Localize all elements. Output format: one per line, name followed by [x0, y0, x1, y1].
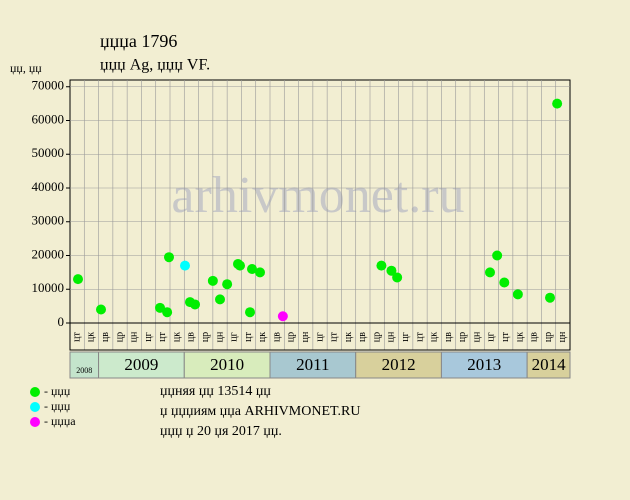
data-point: [235, 260, 245, 271]
month-label: цв: [443, 332, 454, 342]
data-point: [255, 267, 265, 278]
data-point: [190, 299, 200, 310]
year-box: [440, 351, 528, 379]
month-label: цр: [543, 332, 554, 342]
note: џџняя џџ 13514 џџ: [160, 384, 271, 399]
month-label: цт: [414, 332, 425, 342]
y-tick-label: 20000: [32, 246, 65, 261]
year-label: 2010: [210, 355, 244, 374]
month-label: цг: [229, 332, 240, 341]
month-label: цн: [471, 331, 482, 342]
month-label: цк: [429, 332, 440, 342]
year-label: 2013: [467, 355, 501, 374]
data-point: [376, 260, 387, 271]
data-point: [207, 275, 218, 286]
y-axis-label: џџ, џџ: [10, 61, 42, 75]
watermark: arhivmonet.ru: [171, 167, 464, 224]
year-box: [98, 351, 185, 379]
month-label: цр: [114, 332, 125, 342]
year-label: 2009: [124, 355, 158, 374]
month-label: цн: [214, 331, 225, 342]
legend-label: - џџџ: [44, 384, 71, 398]
month-label: цт: [500, 332, 511, 342]
month-label: цк: [257, 332, 268, 342]
data-point: [222, 279, 233, 290]
data-point: [485, 267, 495, 278]
year-label: 2008: [76, 366, 92, 375]
month-label: цр: [286, 332, 297, 342]
data-point: [164, 252, 174, 263]
y-tick-label: 40000: [32, 179, 65, 194]
data-point: [492, 250, 503, 261]
note: џ џџџиям џџа ARHIVMONET.RU: [160, 404, 360, 419]
month-label: цт: [157, 332, 168, 342]
data-point: [162, 307, 173, 318]
data-point: [155, 302, 165, 313]
data-point: [552, 98, 563, 109]
month-label: цв: [357, 332, 368, 342]
note: џџџ џ 20 џя 2017 џџ.: [160, 424, 282, 439]
year-box: [526, 351, 571, 379]
data-point: [247, 264, 257, 274]
month-label: цг: [314, 332, 325, 341]
data-point: [96, 304, 106, 315]
month-label: цг: [400, 332, 411, 341]
data-point: [499, 277, 510, 288]
data-point: [215, 294, 225, 305]
month-label: цр: [200, 332, 211, 342]
month-label: цн: [386, 331, 397, 342]
month-label: цг: [486, 332, 497, 341]
y-tick-label: 30000: [32, 213, 65, 228]
data-point: [180, 260, 190, 271]
month-label: цв: [529, 332, 540, 342]
month-label: цт: [243, 332, 254, 342]
month-label: цк: [86, 332, 97, 342]
year-box: [69, 351, 100, 379]
legend-label: - џџџа: [44, 414, 76, 428]
data-point: [545, 292, 555, 303]
month-label: цв: [271, 332, 282, 342]
month-label: цн: [129, 331, 140, 342]
year-box: [355, 351, 442, 379]
y-tick-label: 10000: [32, 280, 65, 295]
legend-marker: [30, 417, 40, 427]
month-label: цр: [457, 332, 468, 342]
y-tick-label: 60000: [32, 111, 65, 126]
y-tick-label: 0: [58, 314, 65, 329]
month-label: цв: [100, 332, 111, 342]
data-point: [73, 274, 83, 285]
month-label: цн: [300, 331, 311, 342]
data-point: [277, 311, 288, 322]
legend-marker: [30, 387, 40, 397]
data-point: [512, 289, 523, 300]
year-box: [269, 351, 357, 379]
y-tick-label: 70000: [32, 78, 65, 93]
year-label: 2012: [382, 355, 416, 374]
data-point: [386, 265, 397, 276]
month-label: цг: [143, 332, 154, 341]
month-label: цн: [557, 331, 568, 342]
legend-label: - џџџ: [44, 399, 71, 413]
data-point: [245, 307, 255, 318]
month-label: цк: [171, 332, 182, 342]
month-label: цк: [343, 332, 354, 342]
chart-title: џџџа 1796: [100, 31, 177, 51]
year-label: 2011: [296, 355, 329, 374]
year-box: [183, 351, 271, 379]
month-label: цт: [71, 332, 82, 342]
data-point: [392, 272, 403, 283]
month-label: цт: [329, 332, 340, 342]
month-label: цр: [371, 332, 382, 342]
y-tick-label: 50000: [32, 145, 65, 160]
chart-subtitle: џџџ Ag, џџџ VF.: [100, 57, 210, 74]
legend-marker: [30, 402, 40, 412]
month-row: [69, 322, 571, 351]
year-label: 2014: [532, 355, 567, 374]
month-label: цв: [186, 332, 197, 342]
month-label: цк: [514, 332, 525, 342]
